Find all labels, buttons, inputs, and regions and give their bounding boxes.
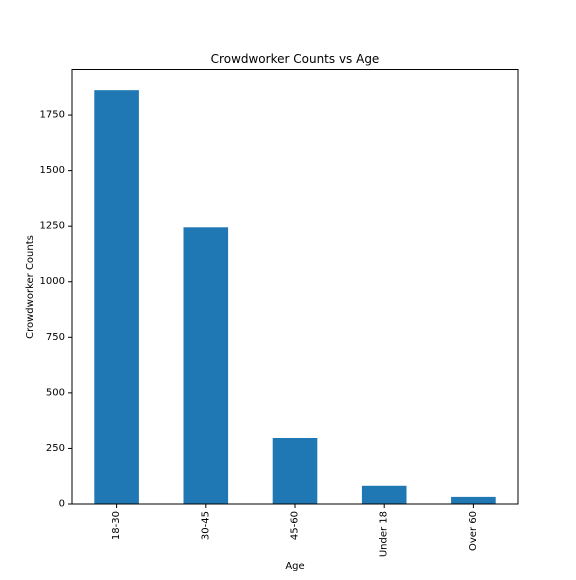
x-tick-label: Over 60 — [468, 511, 479, 551]
bar-18-30 — [94, 90, 139, 504]
x-tick-label: 45-60 — [290, 511, 301, 540]
bar-over-60 — [451, 496, 496, 504]
x-tick-label: 30-45 — [200, 511, 211, 540]
x-tick-label: Under 18 — [379, 511, 390, 557]
bar-45-60 — [272, 437, 318, 504]
y-axis: 0 250 500 750 1000 1250 1500 1750 — [40, 110, 72, 510]
y-tick-label: 0 — [59, 499, 65, 510]
x-axis: 18-30 30-45 45-60 Under 18 Over 60 — [111, 504, 479, 557]
x-axis-label: Age — [285, 561, 304, 572]
chart-title: Crowdworker Counts vs Age — [211, 52, 380, 66]
y-axis-label: Crowdworker Counts — [25, 235, 36, 339]
bars-group — [94, 90, 496, 504]
y-tick-label: 1750 — [40, 110, 65, 121]
x-tick-label: 18-30 — [111, 511, 122, 540]
y-tick-label: 1250 — [40, 221, 65, 232]
bar-30-45 — [183, 227, 229, 504]
y-tick-label: 500 — [46, 387, 65, 398]
y-tick-label: 750 — [46, 332, 65, 343]
y-tick-label: 250 — [46, 443, 65, 454]
y-tick-label: 1500 — [40, 165, 65, 176]
bar-under-18 — [361, 485, 407, 504]
plot-frame — [71, 69, 519, 505]
y-tick-label: 1000 — [40, 276, 65, 287]
